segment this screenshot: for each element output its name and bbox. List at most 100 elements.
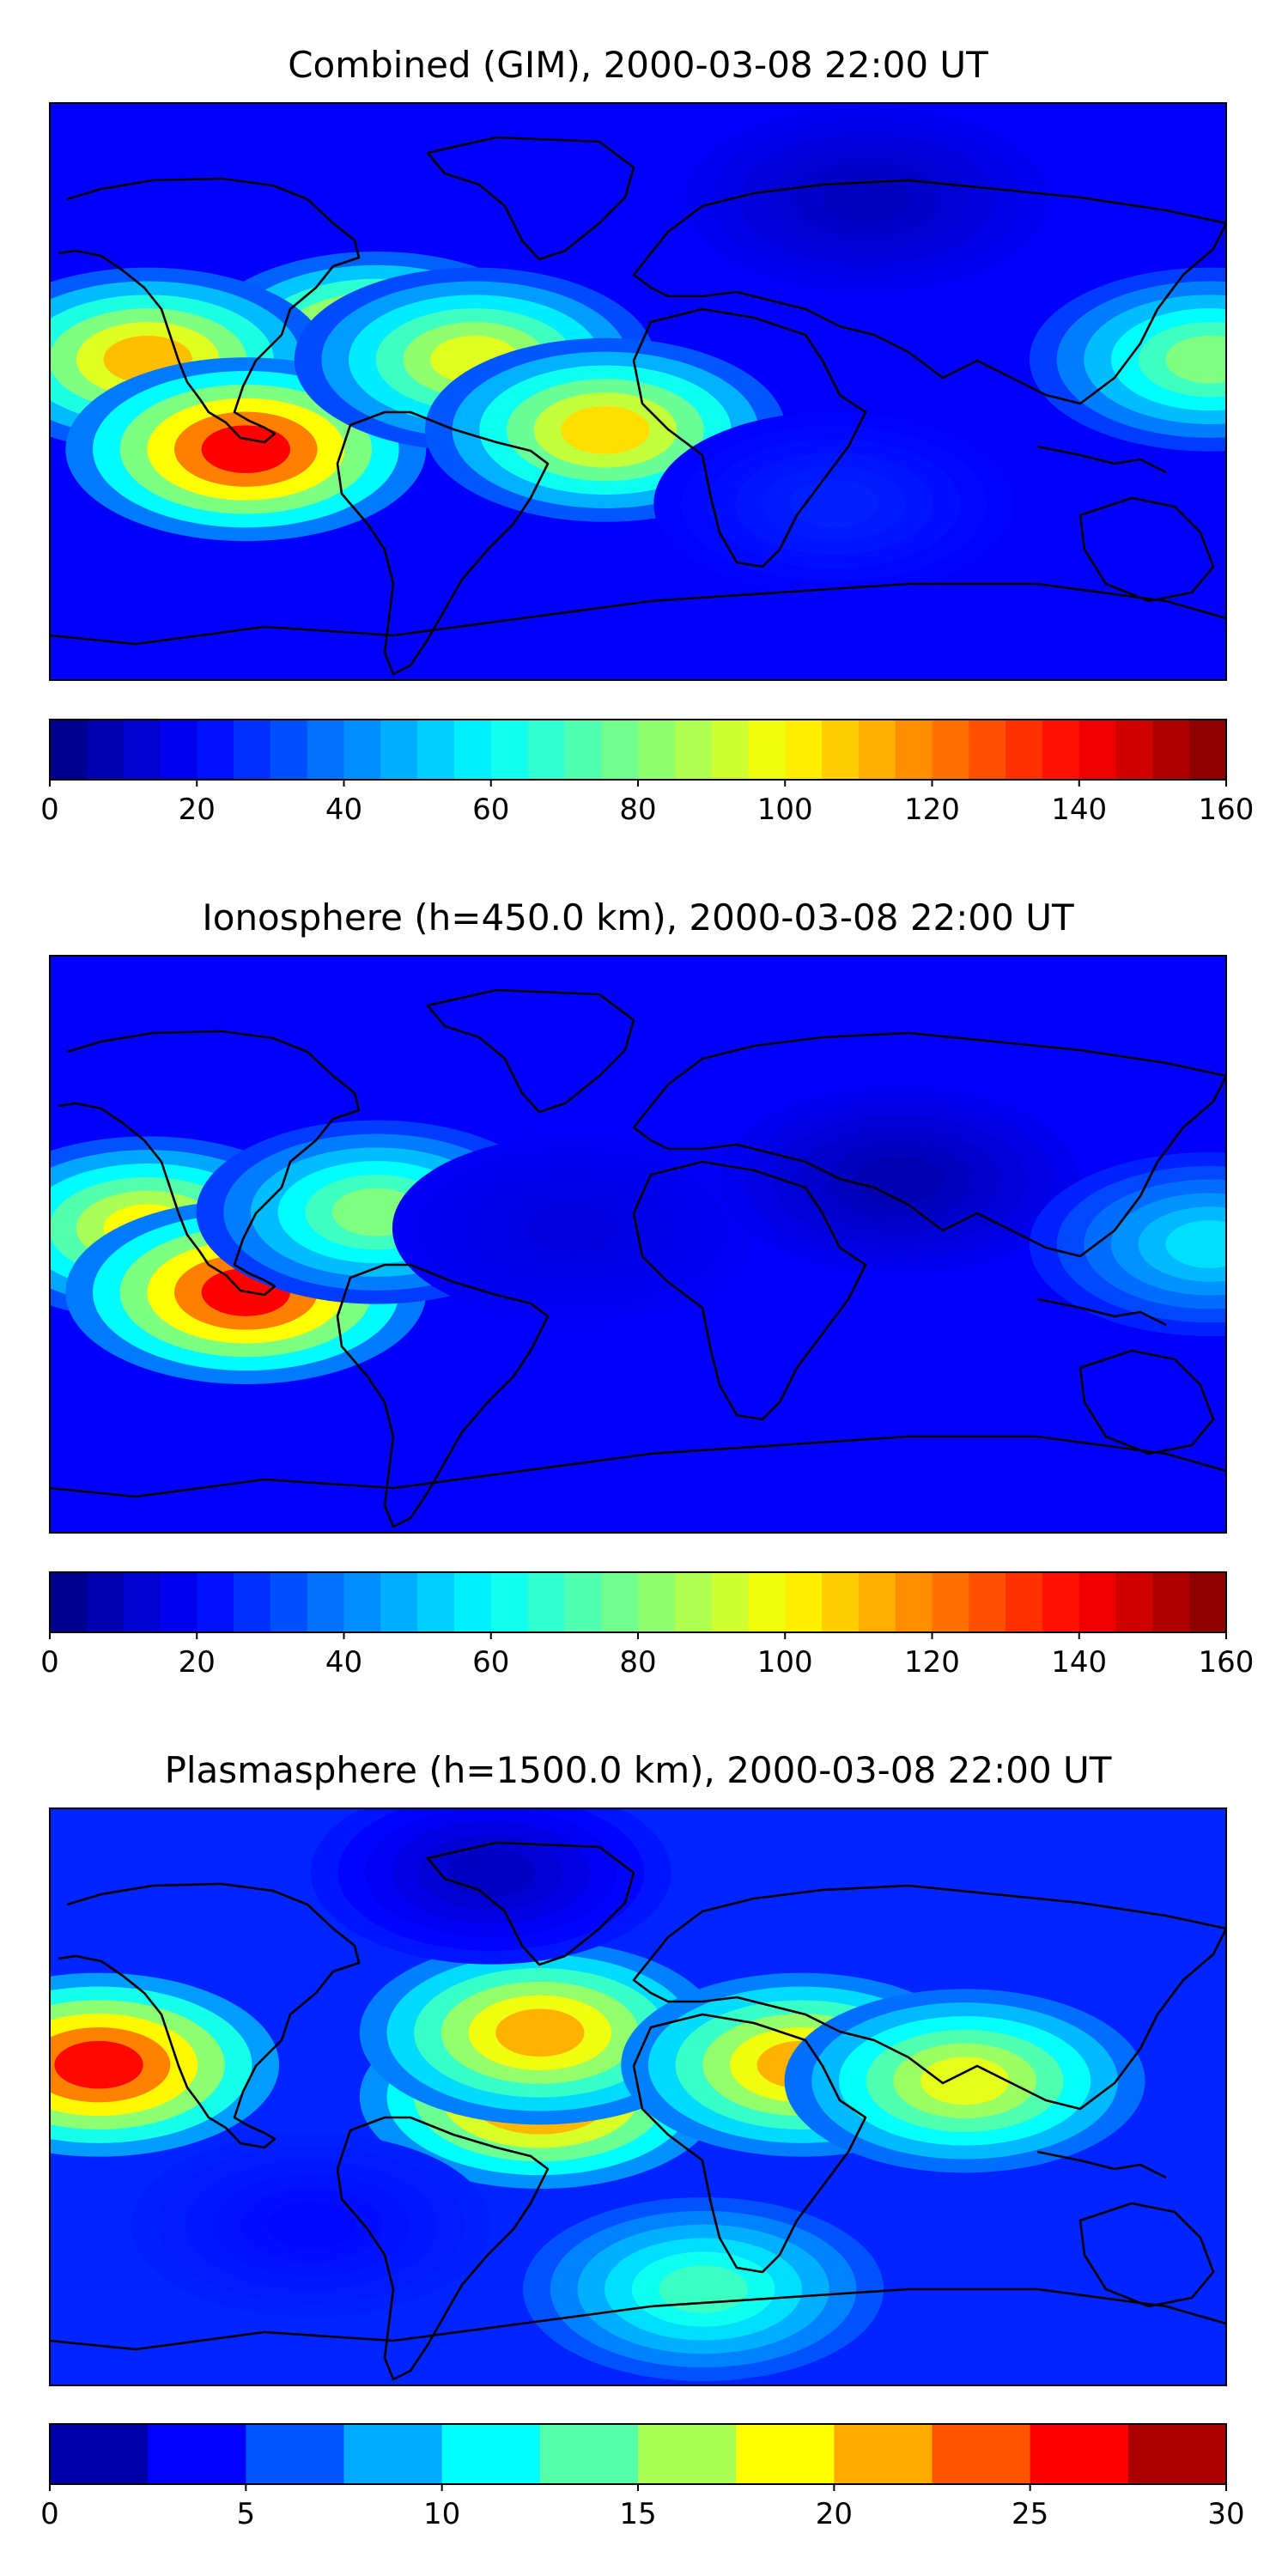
colorbar-swatch xyxy=(601,720,639,780)
colorbar-swatch xyxy=(1005,720,1043,780)
colorbar-swatch xyxy=(50,720,88,780)
panel-title: Plasmasphere (h=1500.0 km), 2000-03-08 2… xyxy=(165,1749,1112,1791)
colorbar-swatch xyxy=(1042,720,1080,780)
colorbar-swatch xyxy=(197,1572,234,1632)
colorbar-tick-label: 100 xyxy=(757,1645,813,1680)
feature-7 xyxy=(131,2133,492,2318)
colorbar-swatch xyxy=(736,2424,835,2484)
colorbar-tick-label: 0 xyxy=(40,793,59,827)
colorbar-swatch xyxy=(858,1572,896,1632)
colorbar-swatch xyxy=(123,720,161,780)
colorbar-tick-label: 160 xyxy=(1199,793,1255,827)
colorbar-swatch xyxy=(234,1572,271,1632)
colorbar-swatch xyxy=(380,720,418,780)
feature-3 xyxy=(65,357,427,542)
colorbar-swatch xyxy=(1042,1572,1080,1632)
colorbar-tick-label: 60 xyxy=(472,793,509,827)
feature-7 xyxy=(686,107,1048,291)
colorbar-swatch xyxy=(160,720,197,780)
contour-ring xyxy=(920,2057,1010,2105)
feature-6 xyxy=(1030,267,1226,452)
colorbar-swatch xyxy=(785,1572,823,1632)
colorbar-tick-label: 20 xyxy=(179,1645,216,1680)
colorbar-swatch xyxy=(527,720,565,780)
colorbar-swatch xyxy=(1189,1572,1227,1632)
colorbar-swatch xyxy=(674,720,713,780)
feature-4 xyxy=(392,1136,753,1321)
colorbar-swatch xyxy=(1115,1572,1153,1632)
colorbar-swatch xyxy=(50,1572,88,1632)
colorbar-tick-label: 5 xyxy=(237,2497,256,2531)
colorbar-tick-label: 20 xyxy=(179,793,216,827)
colorbar-tick-label: 30 xyxy=(1207,2497,1244,2531)
map-frame xyxy=(49,102,1227,681)
colorbar-tick-label: 100 xyxy=(757,793,813,827)
colorbar-swatch xyxy=(822,720,860,780)
colorbar-swatch xyxy=(86,720,125,780)
colorbar-swatch xyxy=(932,1572,969,1632)
feature-6 xyxy=(310,1808,671,1965)
colorbar-swatch xyxy=(674,1572,713,1632)
colorbar-swatch xyxy=(858,720,896,780)
panel-1: Combined (GIM), 2000-03-08 22:00 UT 0 20 40… xyxy=(40,44,1255,827)
colorbar-swatch xyxy=(539,2424,639,2484)
colorbar-tick-label: 20 xyxy=(816,2497,853,2531)
colorbar-swatch xyxy=(1115,720,1153,780)
map-field xyxy=(50,103,1226,680)
colorbar-tick-label: 80 xyxy=(619,793,656,827)
panel-2: Ionosphere (h=450.0 km), 2000-03-08 22:0… xyxy=(40,896,1254,1680)
contour-ring xyxy=(266,2201,356,2250)
colorbar-swatch xyxy=(638,2424,737,2484)
colorbar-swatch xyxy=(969,1572,1006,1632)
colorbar-swatch xyxy=(148,2424,246,2484)
colorbar-tick-label: 140 xyxy=(1051,793,1107,827)
colorbar-swatch xyxy=(1189,720,1227,780)
map-field xyxy=(50,956,1226,1533)
colorbar-swatch xyxy=(711,720,750,780)
colorbar-swatch xyxy=(270,720,308,780)
colorbar-swatch xyxy=(638,720,676,780)
colorbar-swatch xyxy=(343,2424,443,2484)
colorbar-tick-label: 0 xyxy=(40,1645,59,1680)
colorbar-swatch xyxy=(234,720,271,780)
colorbar-tick-label: 25 xyxy=(1012,2497,1048,2531)
colorbar: 0 5 10 15 20 25 30 xyxy=(40,2423,1245,2531)
colorbar-swatch xyxy=(270,1572,308,1632)
contour-ring xyxy=(528,1204,617,1253)
colorbar-swatch xyxy=(748,720,786,780)
colorbar-swatch xyxy=(50,2424,149,2484)
colorbar-tick-label: 120 xyxy=(904,793,960,827)
colorbar-swatch xyxy=(895,720,933,780)
colorbar-swatch xyxy=(748,1572,786,1632)
colorbar-swatch xyxy=(453,1572,492,1632)
contour-ring xyxy=(789,479,878,528)
colorbar-swatch xyxy=(1152,1572,1190,1632)
colorbar-swatch xyxy=(490,720,529,780)
contour-ring xyxy=(561,405,650,454)
contour-ring xyxy=(822,175,912,223)
panel-title: Ionosphere (h=450.0 km), 2000-03-08 22:0… xyxy=(202,896,1074,939)
colorbar-tick-label: 40 xyxy=(325,793,362,827)
colorbar-swatch xyxy=(601,1572,639,1632)
colorbar: 0 20 40 60 80 100 120 140 160 xyxy=(40,719,1255,827)
colorbar-swatch xyxy=(86,1572,125,1632)
panel-3: Plasmasphere (h=1500.0 km), 2000-03-08 2… xyxy=(40,1749,1245,2531)
colorbar-swatch xyxy=(1127,2424,1227,2484)
colorbar-swatch xyxy=(307,1572,345,1632)
contour-ring xyxy=(447,1848,536,1897)
panel-title: Combined (GIM), 2000-03-08 22:00 UT xyxy=(288,44,988,86)
colorbar-tick-label: 10 xyxy=(423,2497,460,2531)
contour-ring xyxy=(495,2008,585,2057)
colorbar-swatch xyxy=(160,1572,197,1632)
map-field xyxy=(50,1808,1226,2385)
feature-8 xyxy=(653,411,1015,596)
colorbar-swatch xyxy=(417,720,455,780)
colorbar-swatch xyxy=(343,720,381,780)
colorbar-swatch xyxy=(638,1572,676,1632)
colorbar-tick-label: 15 xyxy=(619,2497,656,2531)
feature-5 xyxy=(784,1989,1145,2173)
contour-ring xyxy=(201,425,290,474)
colorbar-swatch xyxy=(441,2424,541,2484)
colorbar-swatch xyxy=(453,720,492,780)
